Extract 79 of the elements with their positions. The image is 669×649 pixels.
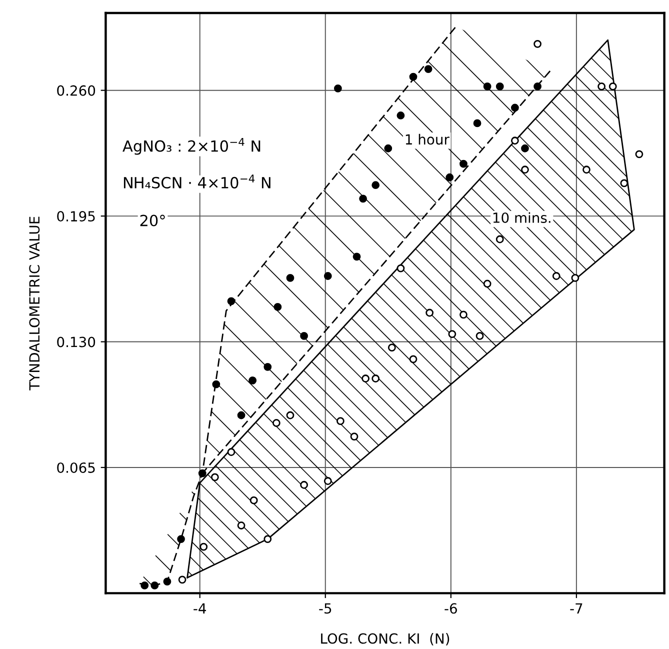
point — [510, 104, 519, 112]
point — [448, 330, 456, 338]
y-tick-label: 0.130 — [57, 336, 96, 348]
point — [264, 535, 272, 543]
point — [521, 166, 529, 174]
point — [582, 166, 590, 174]
point — [272, 419, 280, 427]
point — [274, 303, 282, 311]
point — [598, 82, 606, 90]
point — [200, 542, 208, 551]
point — [163, 578, 172, 586]
point — [178, 576, 186, 584]
point — [483, 82, 492, 90]
point — [496, 82, 504, 90]
annotation: AgNO₃ : 2×10$^{−4}$ N — [122, 138, 260, 155]
point — [212, 380, 220, 388]
x-tick-label: -6 — [444, 603, 457, 614]
point — [248, 376, 257, 384]
x-tick-label: -5 — [319, 603, 332, 614]
point — [227, 297, 236, 306]
y-axis-title: TYNDALLOMETRIC VALUE — [29, 216, 40, 390]
annotation: 10 mins. — [493, 212, 550, 223]
point — [210, 473, 219, 482]
point — [483, 280, 492, 288]
point — [362, 374, 370, 382]
point — [409, 72, 418, 81]
point — [534, 40, 542, 48]
y-tick-label: 0.195 — [57, 211, 95, 222]
point — [286, 411, 294, 420]
point — [324, 272, 332, 280]
point — [635, 150, 644, 158]
point — [372, 374, 380, 382]
point — [446, 173, 454, 182]
point — [372, 181, 380, 190]
y-tick-label: 0.260 — [57, 85, 96, 96]
point — [409, 355, 418, 364]
point — [396, 264, 405, 272]
point — [384, 144, 392, 152]
point — [324, 477, 332, 485]
point — [264, 362, 272, 371]
annotation: 1 hour — [406, 134, 450, 145]
point — [424, 65, 432, 74]
point — [510, 136, 519, 145]
point — [300, 332, 308, 340]
point — [227, 448, 236, 456]
point — [350, 432, 358, 440]
point — [476, 332, 484, 340]
point — [177, 535, 185, 543]
point — [336, 417, 344, 426]
point — [521, 144, 529, 152]
y-tick-label: 0.065 — [57, 462, 95, 473]
point — [396, 112, 405, 120]
point — [388, 344, 396, 352]
point — [150, 582, 159, 590]
point — [460, 310, 468, 319]
point — [359, 194, 367, 203]
x-axis-title: LOG. CONC. KI (N) — [321, 633, 450, 646]
point — [300, 480, 308, 489]
point — [237, 522, 246, 530]
point — [250, 496, 258, 504]
point — [620, 179, 628, 188]
point — [534, 82, 542, 90]
point — [352, 252, 361, 261]
point — [473, 119, 482, 128]
x-tick-label: -4 — [194, 603, 206, 614]
point — [571, 274, 580, 282]
x-tick-label: -7 — [570, 603, 582, 614]
point — [286, 274, 294, 282]
point — [140, 582, 149, 590]
point — [426, 308, 434, 317]
point — [496, 235, 504, 244]
annotation: 20° — [140, 214, 165, 226]
annotation: NH₄SCN · 4×10$^{−4}$ N — [124, 174, 270, 188]
point — [334, 84, 342, 92]
point — [460, 160, 468, 168]
point — [552, 272, 560, 280]
point — [608, 82, 617, 90]
point — [237, 411, 246, 420]
point — [198, 469, 206, 478]
